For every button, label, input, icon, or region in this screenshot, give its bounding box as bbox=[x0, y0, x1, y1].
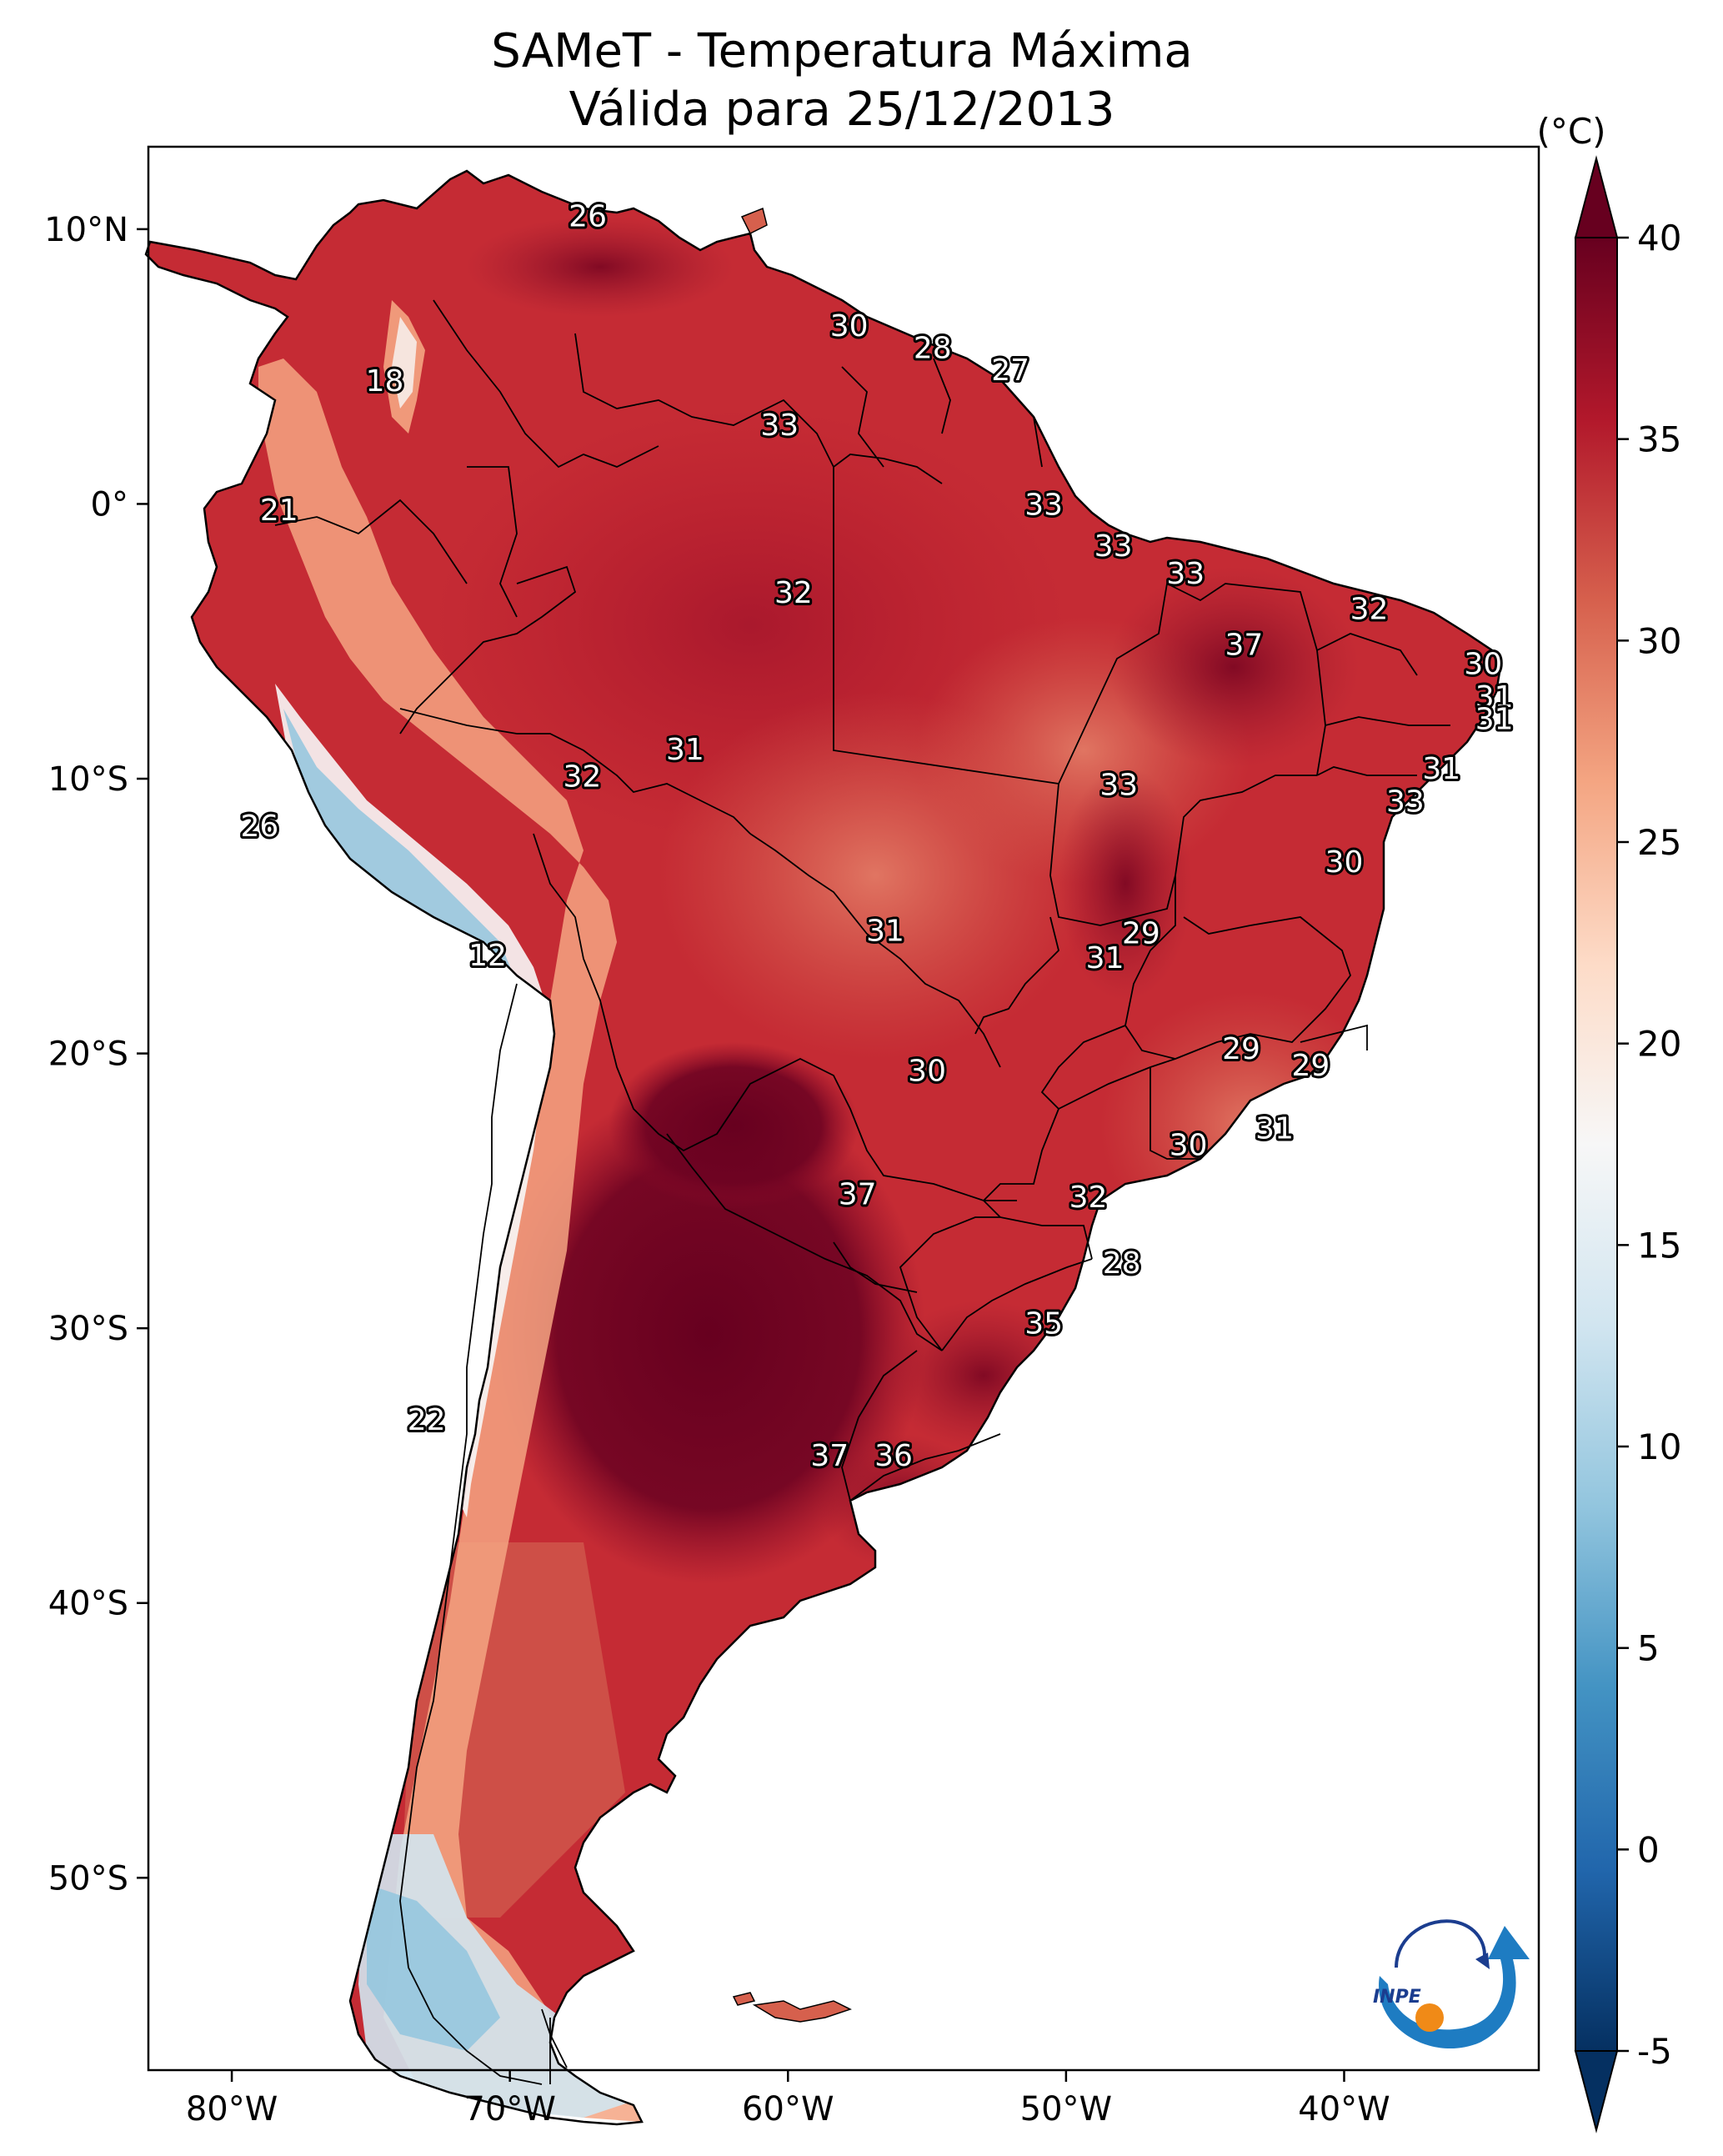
station-label-17: 31 bbox=[1422, 752, 1460, 786]
station-label-30: 31 bbox=[1255, 1112, 1294, 1146]
colorbar-body bbox=[1575, 237, 1618, 2052]
station-label-35: 35 bbox=[1024, 1307, 1063, 1341]
x-axis-ticks: 80°W 70°W 60°W 50°W 40°W bbox=[186, 2070, 1390, 2128]
station-label-16: 31 bbox=[666, 733, 704, 767]
colorbar-tick-label-7: 30 bbox=[1637, 620, 1681, 661]
colorbar-tick-label-3: 10 bbox=[1637, 1426, 1681, 1467]
station-label-33: 32 bbox=[1069, 1181, 1108, 1215]
station-label-25: 31 bbox=[1086, 941, 1124, 975]
station-label-10: 33 bbox=[1166, 557, 1205, 591]
colorbar-ticks: -5 0 5 10 15 20 25 30 35 40 bbox=[1617, 218, 1681, 2072]
y-tick-label-3: 20°S bbox=[48, 1035, 128, 1074]
station-label-23: 31 bbox=[866, 914, 904, 948]
x-tick-label-4: 40°W bbox=[1298, 2090, 1390, 2128]
station-label-29: 30 bbox=[908, 1054, 946, 1088]
colorbar-tick-label-0: -5 bbox=[1637, 2031, 1672, 2072]
station-label-26: 12 bbox=[468, 939, 507, 973]
station-label-11: 32 bbox=[1350, 593, 1389, 627]
x-tick-label-1: 70°W bbox=[463, 2090, 555, 2128]
station-label-19: 33 bbox=[1099, 769, 1138, 803]
station-label-22: 30 bbox=[1325, 845, 1364, 880]
station-label-14: 31 bbox=[1475, 680, 1514, 714]
station-label-7: 33 bbox=[1024, 488, 1063, 522]
title-line-2: Válida para 25/12/2013 bbox=[569, 83, 1115, 137]
station-label-1: 18 bbox=[366, 364, 404, 399]
y-tick-label-2: 10°S bbox=[48, 760, 128, 799]
colorbar-tick-label-5: 20 bbox=[1637, 1024, 1681, 1065]
station-label-13: 30 bbox=[1464, 648, 1502, 682]
station-label-0: 26 bbox=[568, 199, 607, 233]
colorbar-tick-label-6: 25 bbox=[1637, 822, 1681, 863]
station-label-3: 28 bbox=[914, 332, 952, 366]
y-axis-ticks: 10°N 0° 10°S 20°S 30°S 40°S 50°S bbox=[44, 211, 148, 1898]
colorbar-extend-bottom bbox=[1574, 2050, 1619, 2133]
colorbar-extend-top bbox=[1574, 155, 1619, 238]
station-label-6: 21 bbox=[260, 494, 298, 528]
station-label-5: 33 bbox=[760, 409, 799, 443]
station-label-31: 30 bbox=[1170, 1128, 1208, 1162]
map-frame bbox=[147, 145, 1540, 2072]
station-label-27: 29 bbox=[1222, 1032, 1260, 1066]
y-tick-label-4: 30°S bbox=[48, 1310, 128, 1348]
colorbar-tick-label-4: 15 bbox=[1637, 1225, 1681, 1266]
colorbar: (°C) -5 0 5 10 15 20 25 30 35 40 bbox=[1536, 111, 1681, 2133]
station-label-9: 32 bbox=[774, 576, 813, 610]
logo-swoosh-icon bbox=[1379, 1926, 1530, 2049]
y-tick-label-5: 40°S bbox=[48, 1585, 128, 1623]
x-tick-label-3: 50°W bbox=[1020, 2090, 1112, 2128]
colorbar-unit: (°C) bbox=[1536, 111, 1605, 152]
colorbar-tick-label-1: 0 bbox=[1637, 1829, 1660, 1870]
station-label-36: 22 bbox=[408, 1403, 446, 1437]
station-label-32: 37 bbox=[839, 1178, 877, 1212]
station-label-18: 32 bbox=[563, 760, 602, 795]
colorbar-tick-label-2: 5 bbox=[1637, 1628, 1660, 1669]
station-label-8: 33 bbox=[1094, 529, 1133, 564]
station-label-12: 37 bbox=[1225, 629, 1263, 663]
logo-text: INPE bbox=[1373, 1987, 1421, 2008]
station-label-20: 33 bbox=[1386, 785, 1425, 819]
station-label-28: 29 bbox=[1292, 1049, 1330, 1083]
y-tick-label-1: 0° bbox=[91, 485, 128, 524]
station-label-37: 37 bbox=[810, 1439, 849, 1473]
islands bbox=[732, 207, 852, 2023]
station-label-34: 28 bbox=[1103, 1246, 1141, 1281]
inpe-logo: INPE bbox=[1373, 1919, 1530, 2049]
y-tick-label-6: 50°S bbox=[48, 1859, 128, 1898]
station-label-15: 31 bbox=[1475, 703, 1514, 737]
title-line-1: SAMeT - Temperatura Máxima bbox=[491, 24, 1193, 78]
station-label-24: 29 bbox=[1122, 917, 1160, 951]
logo-orbit-icon bbox=[1395, 1919, 1486, 1968]
station-label-21: 26 bbox=[241, 810, 279, 844]
station-label-4: 27 bbox=[991, 353, 1029, 388]
political-borders bbox=[274, 299, 1450, 2085]
station-label-38: 36 bbox=[874, 1439, 913, 1473]
colorbar-tick-label-9: 40 bbox=[1637, 218, 1681, 258]
station-label-2: 30 bbox=[830, 309, 869, 343]
x-tick-label-0: 80°W bbox=[186, 2090, 278, 2128]
logo-sun-icon bbox=[1415, 2003, 1444, 2032]
x-tick-label-2: 60°W bbox=[742, 2090, 834, 2128]
y-tick-label-0: 10°N bbox=[44, 211, 128, 249]
colorbar-tick-label-8: 35 bbox=[1637, 419, 1681, 460]
